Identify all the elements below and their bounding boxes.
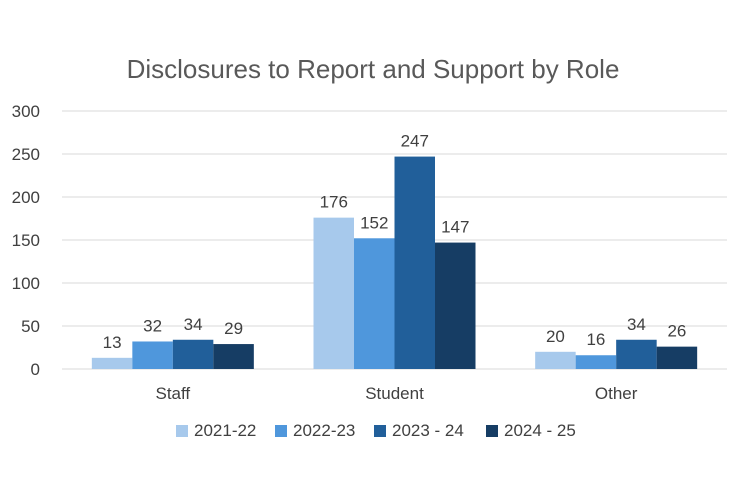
bar-other-1 [575, 355, 617, 369]
legend-swatch [176, 425, 188, 437]
data-label: 29 [224, 319, 243, 338]
bar-student-3 [435, 242, 476, 369]
bar-staff-2 [172, 339, 214, 369]
data-labels: 13 32 34 29 176 152 247 147 20 16 34 26 [103, 132, 687, 352]
data-label: 34 [184, 315, 203, 334]
bar-staff-0 [91, 357, 133, 369]
data-label: 34 [627, 315, 646, 334]
data-label: 13 [103, 333, 122, 352]
y-axis-ticks: 0 50 100 150 200 250 300 [12, 102, 40, 379]
data-label: 16 [586, 330, 605, 349]
bars [91, 156, 698, 369]
legend-label: 2022-23 [293, 421, 355, 440]
bar-other-3 [656, 346, 698, 369]
y-tick-label: 0 [31, 360, 40, 379]
data-label: 26 [667, 322, 686, 341]
y-tick-label: 50 [21, 317, 40, 336]
x-axis-categories: Staff Student Other [156, 384, 638, 403]
legend-swatch [275, 425, 287, 437]
y-tick-label: 100 [12, 274, 40, 293]
data-label: 147 [441, 218, 469, 237]
legend-swatch [374, 425, 386, 437]
bar-staff-3 [213, 344, 254, 369]
legend-swatch [486, 425, 498, 437]
y-tick-label: 200 [12, 188, 40, 207]
bar-staff-1 [132, 341, 173, 369]
y-tick-label: 250 [12, 145, 40, 164]
bar-other-0 [535, 351, 576, 369]
legend-label: 2023 - 24 [392, 421, 464, 440]
bar-other-2 [616, 339, 657, 369]
legend-label: 2021-22 [194, 421, 256, 440]
bar-student-1 [354, 238, 395, 369]
data-label: 176 [320, 193, 348, 212]
chart-title: Disclosures to Report and Support by Rol… [127, 54, 620, 84]
category-label: Student [365, 384, 424, 403]
category-label: Other [595, 384, 638, 403]
bar-student-2 [394, 156, 435, 369]
bar-student-0 [313, 217, 354, 369]
data-label: 247 [401, 132, 429, 151]
data-label: 20 [546, 327, 565, 346]
legend: 2021-22 2022-23 2023 - 24 2024 - 25 [176, 421, 576, 440]
data-label: 32 [143, 316, 162, 335]
category-label: Staff [156, 384, 191, 403]
y-tick-label: 300 [12, 102, 40, 121]
data-label: 152 [360, 213, 388, 232]
legend-label: 2024 - 25 [504, 421, 576, 440]
y-tick-label: 150 [12, 231, 40, 250]
